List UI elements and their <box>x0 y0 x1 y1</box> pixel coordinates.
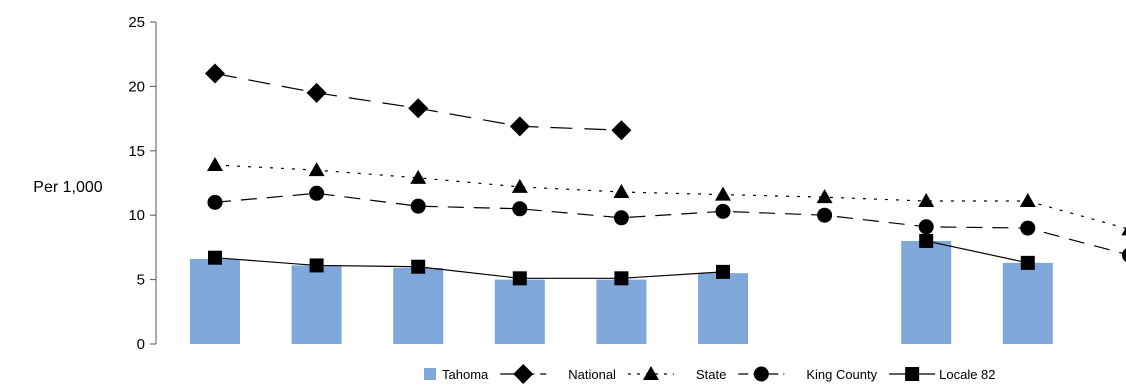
y-axis: 0 5 10 15 20 25 <box>128 14 157 353</box>
legend-label: State <box>696 367 726 382</box>
legend-marker <box>513 364 534 384</box>
legend: Tahoma National State King County Locale 82 <box>424 364 996 384</box>
point-state <box>715 186 731 201</box>
legend-marker <box>905 367 920 381</box>
point-locale-82 <box>208 250 222 265</box>
point-king-county <box>410 198 426 214</box>
point-locale-82 <box>614 271 629 286</box>
line-locale-82 <box>214 257 724 279</box>
point-state <box>207 156 223 171</box>
y-tick-label: 10 <box>128 207 145 224</box>
line-locale-82 <box>926 240 1028 264</box>
point-king-county <box>207 194 223 210</box>
point-state <box>1121 227 1126 236</box>
point-state <box>816 189 833 204</box>
point-state <box>308 162 325 177</box>
point-king-county <box>512 201 528 217</box>
legend-item-locale-82: Locale 82 <box>889 367 996 382</box>
point-national <box>306 82 327 103</box>
point-state <box>410 169 427 184</box>
series-locale-82 <box>208 233 1035 286</box>
point-king-county <box>1121 248 1126 262</box>
point-king-county <box>817 207 833 223</box>
point-locale-82 <box>716 264 730 279</box>
y-tick-label: 15 <box>128 143 145 160</box>
point-national <box>509 116 530 137</box>
bar-tahoma <box>1002 262 1053 344</box>
legend-label: Locale 82 <box>939 367 995 382</box>
bar-tahoma <box>901 240 952 344</box>
point-national <box>205 63 225 84</box>
legend-marker <box>753 366 769 382</box>
point-king-county <box>918 219 934 235</box>
line-series <box>205 63 1126 286</box>
legend-marker <box>642 366 659 380</box>
point-state <box>613 184 630 199</box>
bar-tahoma <box>190 258 240 344</box>
point-king-county <box>1020 220 1036 236</box>
legend-item-king-county: King County <box>738 366 878 382</box>
legend-item-tahoma: Tahoma <box>424 367 489 382</box>
bar-tahoma <box>698 273 748 344</box>
series-state <box>207 156 1126 236</box>
legend-label: National <box>568 367 616 382</box>
legend-label: King County <box>806 367 877 382</box>
point-national <box>408 98 429 119</box>
y-tick-label: 25 <box>128 14 145 31</box>
bar-tahoma <box>494 279 545 344</box>
point-king-county <box>613 210 629 226</box>
legend-item-state: State <box>627 366 726 382</box>
point-state <box>511 178 528 193</box>
legend-item-national: National <box>500 364 616 384</box>
point-locale-82 <box>919 233 934 248</box>
bar-tahoma <box>291 265 342 344</box>
point-national <box>611 120 632 141</box>
series-king-county <box>207 185 1126 262</box>
bar-tahoma <box>393 268 444 344</box>
point-state <box>918 193 935 208</box>
point-locale-82 <box>411 259 426 274</box>
y-tick-label: 0 <box>137 336 145 353</box>
legend-swatch <box>424 368 436 380</box>
line-king-county <box>214 192 1126 255</box>
series-national <box>205 63 632 141</box>
y-tick-label: 5 <box>137 272 145 289</box>
y-axis-label: Per 1,000 <box>33 179 102 196</box>
point-locale-82 <box>1020 255 1035 270</box>
bar-tahoma <box>596 279 647 344</box>
bar-series <box>190 240 1053 344</box>
point-locale-82 <box>309 258 324 273</box>
y-tick-label: 20 <box>128 78 145 95</box>
point-king-county <box>309 185 325 201</box>
point-locale-82 <box>512 271 527 286</box>
point-king-county <box>715 203 731 219</box>
legend-label: Tahoma <box>442 367 489 382</box>
point-state <box>1019 193 1036 208</box>
